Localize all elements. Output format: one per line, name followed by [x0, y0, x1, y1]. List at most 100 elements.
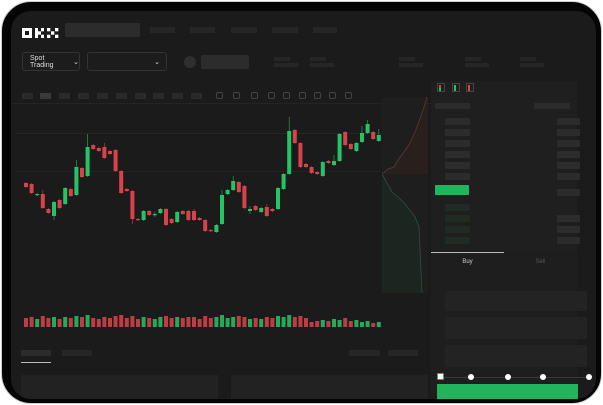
- nav-item[interactable]: [313, 27, 337, 33]
- chart-type-icon[interactable]: [251, 92, 258, 99]
- camera-icon[interactable]: [314, 92, 321, 99]
- candle[interactable]: [68, 189, 73, 196]
- candle[interactable]: [203, 220, 208, 231]
- chevron-down-icon[interactable]: [268, 92, 275, 99]
- interval-button[interactable]: [191, 93, 202, 99]
- candle[interactable]: [220, 195, 224, 224]
- candle[interactable]: [354, 143, 359, 151]
- interval-button[interactable]: [172, 93, 183, 99]
- candle[interactable]: [298, 143, 303, 167]
- candle[interactable]: [130, 191, 135, 219]
- price-input[interactable]: [445, 291, 587, 311]
- candle[interactable]: [326, 161, 331, 163]
- candle[interactable]: [40, 194, 45, 208]
- candle[interactable]: [186, 211, 191, 220]
- orderbook-asks-view-icon[interactable]: [466, 83, 474, 92]
- candle[interactable]: [169, 219, 174, 223]
- amount-slider[interactable]: [441, 377, 589, 378]
- candle[interactable]: [124, 189, 129, 191]
- orderbook-ask-row[interactable]: [445, 173, 470, 180]
- orderbook-bids-view-icon[interactable]: [452, 83, 460, 92]
- candle[interactable]: [292, 130, 297, 143]
- interval-button[interactable]: [135, 93, 146, 99]
- candle[interactable]: [225, 190, 230, 194]
- interval-button[interactable]: [40, 93, 51, 99]
- orderbook-ask-row[interactable]: [557, 140, 580, 147]
- candle[interactable]: [197, 218, 202, 220]
- candle[interactable]: [214, 225, 219, 232]
- orderbook-ask-row[interactable]: [445, 151, 470, 158]
- candle[interactable]: [236, 182, 241, 192]
- orderbook-bid-row[interactable]: [445, 226, 470, 233]
- candle[interactable]: [35, 194, 40, 196]
- candle[interactable]: [80, 168, 84, 177]
- candle[interactable]: [158, 209, 163, 213]
- interval-button[interactable]: [59, 93, 70, 99]
- candle[interactable]: [365, 124, 370, 133]
- orderbook-bid-row[interactable]: [445, 215, 470, 222]
- candle[interactable]: [304, 164, 308, 167]
- indicator-icon[interactable]: [216, 92, 223, 99]
- tab-open-orders[interactable]: [21, 350, 51, 356]
- candle[interactable]: [108, 151, 112, 154]
- interval-button[interactable]: [116, 93, 127, 99]
- interval-button[interactable]: [153, 93, 164, 99]
- candle[interactable]: [85, 147, 90, 176]
- orderbook-bid-row[interactable]: [445, 204, 470, 211]
- candle[interactable]: [259, 208, 264, 212]
- candle[interactable]: [63, 188, 68, 204]
- slider-step[interactable]: [540, 374, 546, 380]
- buy-submit-button[interactable]: [437, 384, 578, 399]
- tab-buy[interactable]: Buy: [462, 259, 473, 265]
- settings-icon[interactable]: [329, 92, 336, 99]
- orderbook-ask-row[interactable]: [445, 129, 470, 136]
- orderbook-ask-row[interactable]: [557, 129, 580, 136]
- slider-step[interactable]: [586, 374, 592, 380]
- candle[interactable]: [29, 184, 34, 193]
- interval-button[interactable]: [22, 93, 33, 99]
- candle[interactable]: [91, 145, 96, 149]
- candle[interactable]: [276, 188, 280, 209]
- market-type-dropdown[interactable]: Spot Trading ⌄: [22, 52, 80, 71]
- candle[interactable]: [119, 171, 124, 193]
- candle[interactable]: [152, 214, 157, 216]
- candle[interactable]: [315, 172, 320, 174]
- search-placeholder[interactable]: [65, 23, 140, 37]
- nav-item[interactable]: [272, 27, 298, 33]
- filter-button[interactable]: [388, 350, 418, 356]
- candle[interactable]: [242, 186, 247, 208]
- interval-button[interactable]: [97, 93, 108, 99]
- candle[interactable]: [208, 230, 213, 232]
- draw-tool-icon[interactable]: [299, 92, 306, 99]
- orderbook-bid-row[interactable]: [445, 237, 470, 244]
- nav-item[interactable]: [190, 27, 215, 33]
- total-input[interactable]: [445, 345, 587, 367]
- line-tool-icon[interactable]: [283, 92, 290, 99]
- orderbook-ask-row[interactable]: [557, 162, 580, 169]
- candle[interactable]: [113, 150, 118, 171]
- candle[interactable]: [52, 202, 56, 216]
- fullscreen-icon[interactable]: [345, 92, 352, 99]
- orderbook-ask-row[interactable]: [557, 173, 580, 180]
- candle[interactable]: [136, 219, 140, 221]
- chevron-down-icon[interactable]: [233, 92, 240, 99]
- pair-selector-dropdown[interactable]: ⌄: [87, 52, 167, 71]
- candle[interactable]: [309, 167, 314, 173]
- candle[interactable]: [337, 134, 342, 161]
- candle[interactable]: [270, 209, 275, 211]
- candle[interactable]: [164, 209, 168, 225]
- nav-item[interactable]: [231, 27, 257, 33]
- candle[interactable]: [96, 148, 101, 151]
- orderbook-ask-row[interactable]: [557, 118, 580, 125]
- candle[interactable]: [348, 144, 353, 149]
- candle[interactable]: [376, 135, 381, 141]
- candle[interactable]: [360, 133, 364, 142]
- tab-sell[interactable]: Sell: [535, 259, 546, 265]
- candle[interactable]: [231, 181, 236, 190]
- candle[interactable]: [281, 174, 286, 189]
- candle[interactable]: [264, 207, 269, 216]
- candle[interactable]: [253, 206, 258, 210]
- okx-logo[interactable]: [22, 25, 59, 38]
- candle[interactable]: [57, 200, 62, 208]
- candle[interactable]: [371, 132, 376, 139]
